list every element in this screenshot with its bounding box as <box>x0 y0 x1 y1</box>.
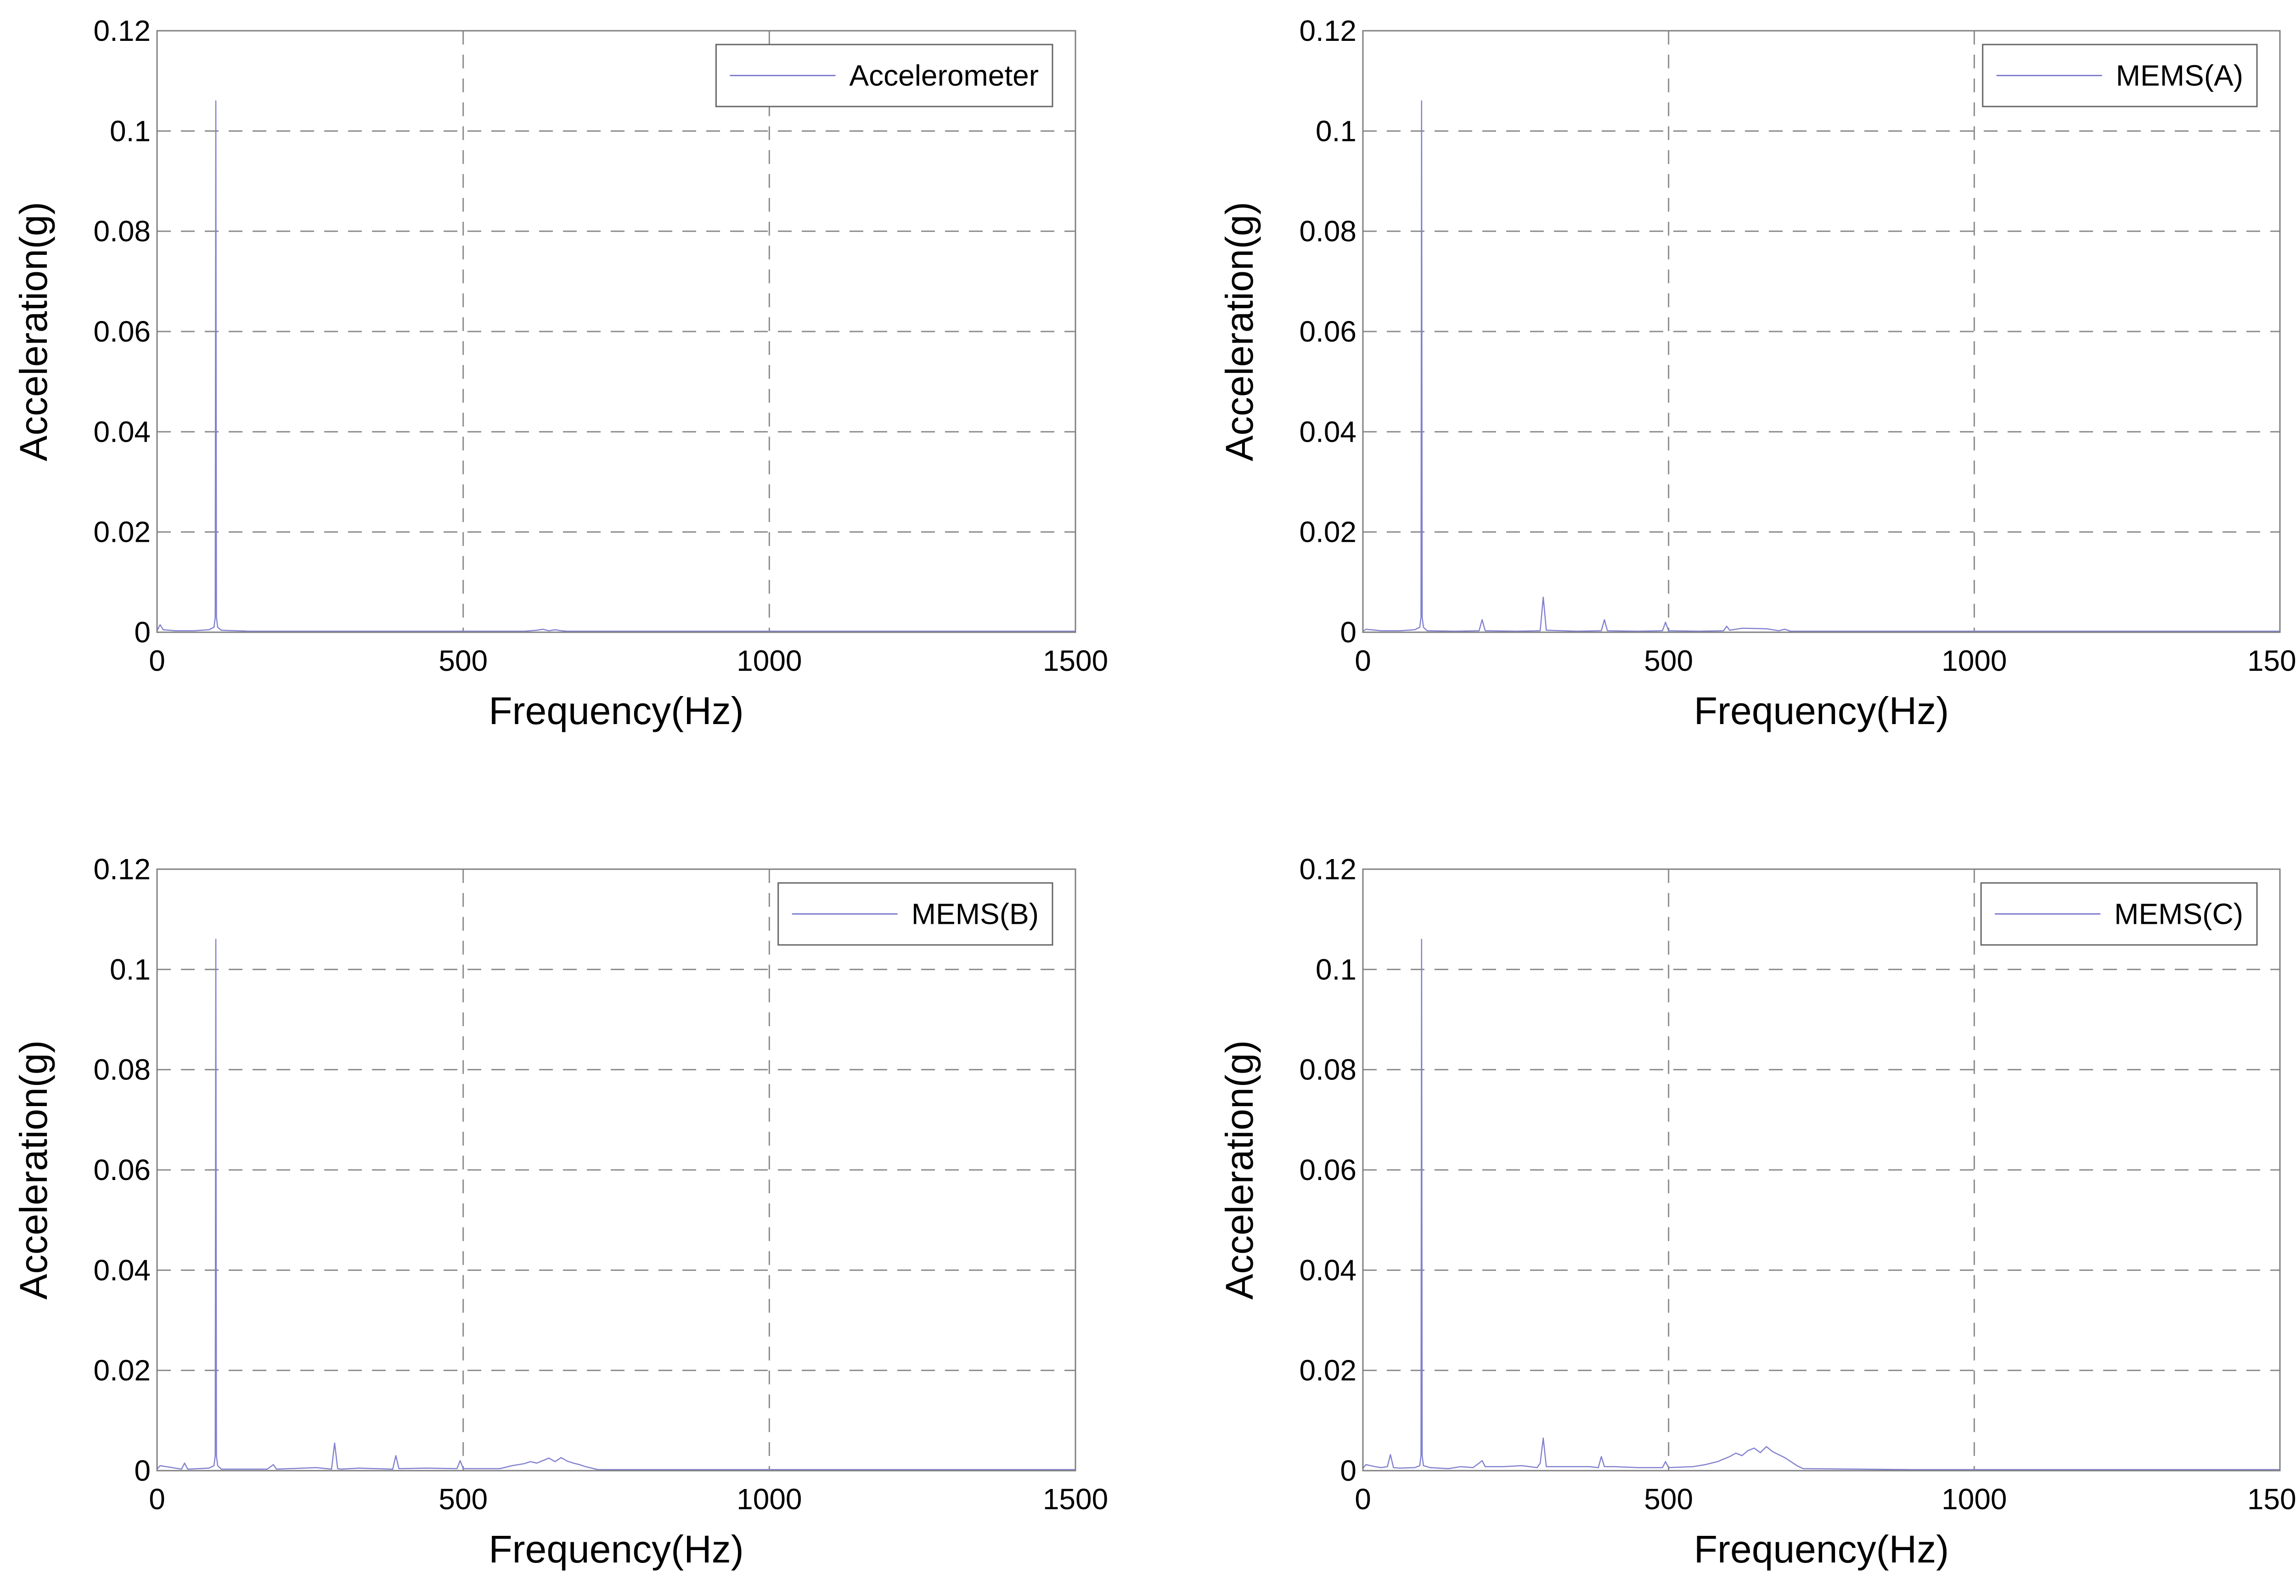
legend-label: Accelerometer <box>849 59 1039 92</box>
panel-accelerometer: 0 0.02 0.04 0.06 0.08 0.1 0.12 0 500 1000 1500 Ac… <box>12 14 1108 732</box>
y-axis-label: Acceleration(g) <box>1218 202 1261 461</box>
y-tick-label: 0.12 <box>93 14 151 47</box>
x-tick-label: 1500 <box>1043 644 1108 677</box>
x-tick-label: 1500 <box>2247 1483 2296 1516</box>
y-tick-label: 0 <box>1340 616 1356 649</box>
x-tick-label: 1000 <box>1941 644 2007 677</box>
y-tick-label: 0.1 <box>110 953 151 986</box>
y-tick-label: 0.12 <box>1299 853 1356 886</box>
plot-frame <box>156 868 1076 1472</box>
x-axis-label: Frequency(Hz) <box>1694 1528 1949 1571</box>
y-tick-label: 0.08 <box>1299 1053 1356 1086</box>
legend-box <box>715 44 1053 107</box>
x-tick-label: 0 <box>1355 1483 1371 1516</box>
panel-mems-c: 0 0.02 0.04 0.06 0.08 0.1 0.12 0 500 1000 1500 Ac… <box>1218 853 2296 1571</box>
legend: MEMS(B) <box>777 882 1053 946</box>
x-tick-label: 0 <box>149 1483 165 1516</box>
y-tick-label: 0.04 <box>93 1253 151 1287</box>
y-tick-label: 0 <box>134 616 151 649</box>
panel-mems-b: 0 0.02 0.04 0.06 0.08 0.1 0.12 0 500 1000 1500 Ac… <box>12 853 1108 1571</box>
legend: Accelerometer <box>715 44 1053 107</box>
y-tick-label: 0.04 <box>1299 1253 1356 1287</box>
y-tick-labels: 0 0.02 0.04 0.06 0.08 0.1 0.12 <box>1299 853 1356 1487</box>
y-tick-labels: 0 0.02 0.04 0.06 0.08 0.1 0.12 <box>93 14 151 649</box>
legend-label: MEMS(C) <box>2114 898 2243 931</box>
legend-label: MEMS(A) <box>2116 59 2243 92</box>
series-mems-b-line <box>157 938 1075 1471</box>
series-mems-a-line <box>1362 100 2280 632</box>
series-line <box>1362 100 2280 632</box>
x-tick-label: 500 <box>439 1483 488 1516</box>
grid <box>1363 869 2280 1471</box>
y-tick-label: 0.04 <box>1299 415 1356 448</box>
y-tick-label: 0.06 <box>93 1153 151 1186</box>
grid <box>157 869 1075 1471</box>
y-tick-label: 0.06 <box>1299 1153 1356 1186</box>
legend: MEMS(C) <box>1980 882 2258 946</box>
series-line <box>157 938 1075 1471</box>
y-tick-label: 0.04 <box>93 415 151 448</box>
x-tick-label: 500 <box>439 644 488 677</box>
y-tick-label: 0.06 <box>1299 315 1356 348</box>
y-axis-label: Acceleration(g) <box>1218 1040 1261 1300</box>
series-line <box>156 100 1075 632</box>
x-tick-label: 500 <box>1644 1483 1693 1516</box>
y-tick-label: 0.08 <box>1299 215 1356 248</box>
y-tick-label: 0.08 <box>93 1053 151 1086</box>
y-tick-labels: 0 0.02 0.04 0.06 0.08 0.1 0.12 <box>1299 14 1356 649</box>
y-axis-label: Acceleration(g) <box>12 1040 55 1300</box>
grid <box>157 31 1075 632</box>
y-tick-label: 0.02 <box>93 516 151 549</box>
x-tick-label: 1500 <box>2247 644 2296 677</box>
grid <box>1363 31 2280 632</box>
x-tick-label: 500 <box>1644 644 1693 677</box>
y-tick-label: 0.12 <box>1299 14 1356 47</box>
y-tick-label: 0.1 <box>1316 953 1356 986</box>
y-tick-label: 0.1 <box>1316 114 1356 147</box>
panel-mems-a: 0 0.02 0.04 0.06 0.08 0.1 0.12 0 500 1000 1500 Ac… <box>1218 14 2296 732</box>
series-mems-c-line <box>1362 938 2280 1471</box>
x-tick-labels: 0 500 1000 1500 <box>149 644 1108 677</box>
plot-frame <box>1362 30 2281 633</box>
y-tick-label: 0.1 <box>110 114 151 147</box>
x-tick-labels: 0 500 1000 1500 <box>149 1483 1108 1516</box>
x-tick-label: 0 <box>1355 644 1371 677</box>
y-tick-labels: 0 0.02 0.04 0.06 0.08 0.1 0.12 <box>93 853 151 1487</box>
plot-frame <box>156 30 1076 633</box>
x-tick-label: 1000 <box>737 644 802 677</box>
series-line <box>1362 938 2280 1471</box>
x-tick-label: 1000 <box>1941 1483 2007 1516</box>
series-accelerometer-line <box>156 100 1075 632</box>
y-tick-label: 0.02 <box>1299 516 1356 549</box>
x-tick-label: 0 <box>149 644 165 677</box>
x-tick-labels: 0 500 1000 1500 <box>1355 644 2296 677</box>
x-axis-label: Frequency(Hz) <box>1694 689 1949 732</box>
y-tick-label: 0 <box>1340 1454 1356 1487</box>
x-axis-label: Frequency(Hz) <box>489 689 743 732</box>
legend-label: MEMS(B) <box>912 898 1039 931</box>
x-tick-label: 1500 <box>1043 1483 1108 1516</box>
legend: MEMS(A) <box>1982 44 2258 107</box>
y-tick-label: 0.02 <box>1299 1354 1356 1387</box>
plot-frame <box>1362 868 2281 1472</box>
y-tick-label: 0.12 <box>93 853 151 886</box>
y-axis-label: Acceleration(g) <box>12 202 55 461</box>
y-tick-label: 0 <box>134 1454 151 1487</box>
x-tick-label: 1000 <box>737 1483 802 1516</box>
y-tick-label: 0.08 <box>93 215 151 248</box>
y-tick-label: 0.02 <box>93 1354 151 1387</box>
x-tick-labels: 0 500 1000 1500 <box>1355 1483 2296 1516</box>
x-axis-label: Frequency(Hz) <box>489 1528 743 1571</box>
y-tick-label: 0.06 <box>93 315 151 348</box>
